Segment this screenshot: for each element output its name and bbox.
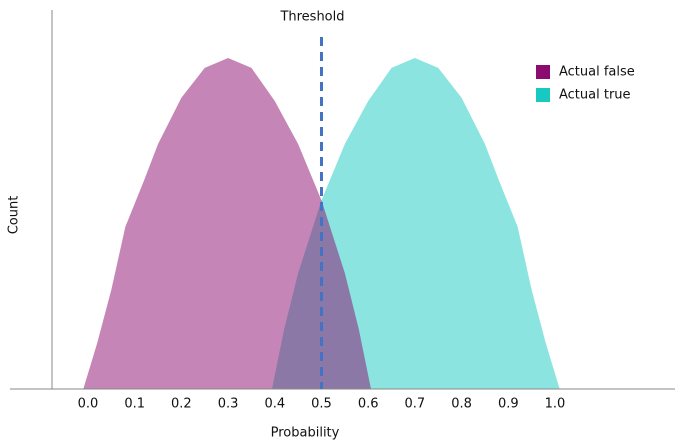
x-tick-label: 0.1 bbox=[124, 397, 145, 412]
y-axis-label: Count bbox=[7, 196, 22, 235]
x-tick-label: 0.9 bbox=[498, 397, 519, 412]
x-axis-label: Probability bbox=[271, 426, 340, 441]
x-tick-label: 0.3 bbox=[218, 397, 239, 412]
area bbox=[83, 57, 371, 389]
legend-label: Actual false bbox=[559, 65, 635, 80]
legend-swatch bbox=[536, 88, 550, 102]
x-tick-label: 0.7 bbox=[405, 397, 426, 412]
x-tick-label: 0.4 bbox=[264, 397, 285, 412]
x-tick-label: 0.0 bbox=[78, 397, 99, 412]
x-tick-label: 0.2 bbox=[171, 397, 192, 412]
x-tick-label: 0.6 bbox=[358, 397, 379, 412]
x-tick-label: 1.0 bbox=[545, 397, 566, 412]
legend-swatch bbox=[536, 65, 550, 79]
x-tick-label: 0.5 bbox=[311, 397, 332, 412]
threshold-label: Threshold bbox=[279, 10, 344, 25]
x-tick-label: 0.8 bbox=[451, 397, 472, 412]
legend-label: Actual true bbox=[559, 88, 631, 103]
